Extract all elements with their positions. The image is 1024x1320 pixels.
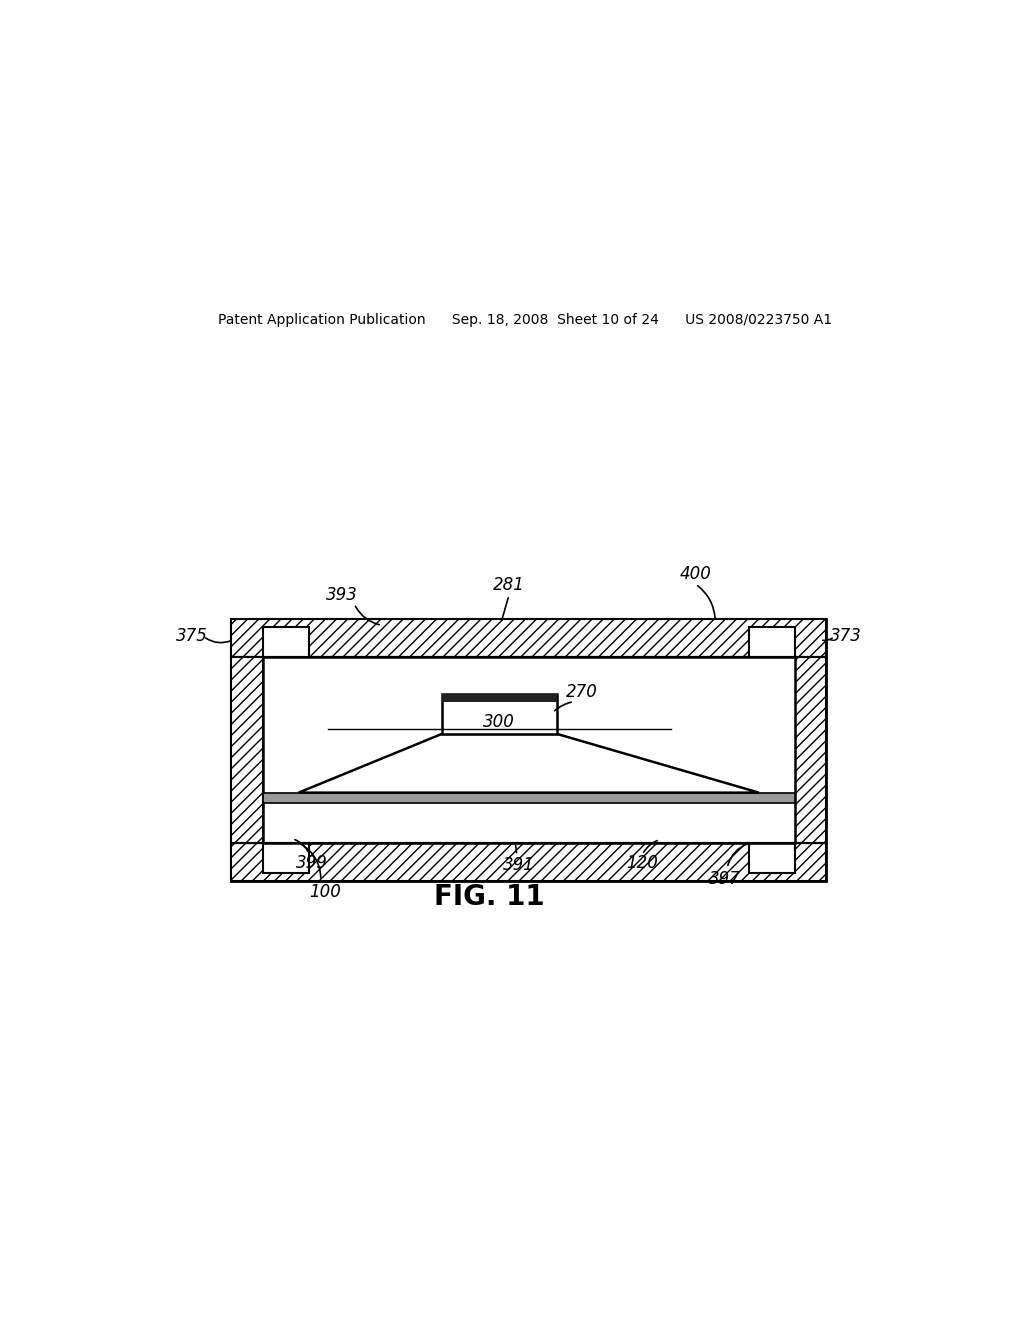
Text: FIG. 11: FIG. 11 <box>434 883 545 911</box>
Bar <box>795 657 826 842</box>
Text: 391: 391 <box>503 855 535 874</box>
Bar <box>231 657 263 842</box>
Bar <box>231 619 826 880</box>
Text: 373: 373 <box>830 627 862 645</box>
Text: 393: 393 <box>327 586 358 605</box>
Text: 400: 400 <box>680 565 712 582</box>
Bar <box>263 792 795 803</box>
Bar <box>749 627 795 657</box>
Text: 120: 120 <box>627 854 658 873</box>
Bar <box>231 842 826 880</box>
Bar <box>749 842 795 873</box>
Text: 281: 281 <box>493 576 525 594</box>
Bar <box>263 657 795 842</box>
Bar <box>442 694 557 702</box>
Bar <box>263 627 309 657</box>
Text: 397: 397 <box>709 870 740 888</box>
Text: 100: 100 <box>309 883 341 902</box>
Bar <box>442 694 557 734</box>
Bar <box>231 619 826 657</box>
Text: Patent Application Publication      Sep. 18, 2008  Sheet 10 of 24      US 2008/0: Patent Application Publication Sep. 18, … <box>218 313 831 327</box>
Bar <box>263 842 309 873</box>
Text: 375: 375 <box>175 627 208 645</box>
Text: 300: 300 <box>483 713 515 731</box>
Bar <box>263 657 795 842</box>
Text: 399: 399 <box>296 854 328 873</box>
Polygon shape <box>299 734 759 792</box>
Text: 270: 270 <box>566 682 598 701</box>
